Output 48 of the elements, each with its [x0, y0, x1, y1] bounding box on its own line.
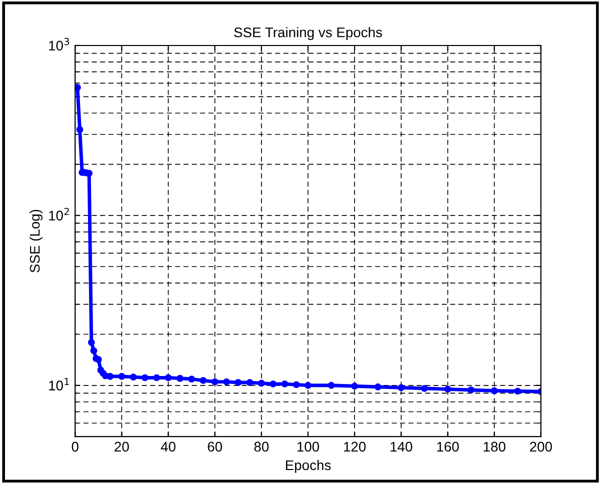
point — [374, 383, 382, 390]
point — [258, 380, 265, 387]
point — [292, 381, 300, 388]
x-axis-title: Epochs — [286, 460, 331, 473]
point — [468, 386, 475, 394]
x-tick-label: 160 — [437, 442, 459, 452]
point — [281, 380, 288, 388]
point — [118, 372, 126, 380]
point — [211, 378, 218, 386]
chart-title: SSE Training vs Epochs — [234, 27, 382, 40]
point — [351, 382, 358, 390]
y-tick-label: 10$^{3}$ — [49, 38, 70, 51]
x-tick-label: 180 — [484, 442, 506, 452]
y-axis-title: SSE (Log) — [30, 210, 42, 272]
x-tick-label: 120 — [344, 442, 366, 452]
point — [188, 376, 196, 383]
point — [153, 374, 160, 382]
x-tick-label: 20 — [114, 442, 129, 452]
point — [75, 84, 81, 91]
point — [246, 379, 254, 386]
point — [200, 376, 207, 384]
point — [304, 382, 312, 389]
point — [420, 384, 428, 392]
x-tick-label: 140 — [390, 442, 412, 452]
point — [88, 338, 95, 346]
point — [490, 387, 498, 394]
point — [142, 374, 148, 382]
y-tick-label: 10$^{2}$ — [49, 208, 69, 221]
x-tick-label: 100 — [297, 442, 320, 452]
point — [234, 379, 242, 386]
point — [514, 388, 522, 395]
point — [176, 374, 184, 382]
point — [106, 372, 114, 380]
point — [130, 374, 137, 381]
point — [328, 382, 335, 389]
point — [164, 374, 172, 382]
point — [223, 378, 230, 386]
x-tick-label: 80 — [254, 442, 269, 452]
point — [270, 380, 277, 388]
point — [76, 126, 84, 134]
y-tick-label: 10$^{1}$ — [49, 378, 69, 390]
point — [444, 386, 452, 393]
point — [90, 347, 98, 354]
x-tick-label: 40 — [160, 442, 176, 452]
point — [398, 384, 405, 392]
x-tick-label: 200 — [530, 442, 552, 452]
x-tick-label: 60 — [208, 442, 222, 452]
x-tick-label: 0 — [72, 442, 78, 452]
